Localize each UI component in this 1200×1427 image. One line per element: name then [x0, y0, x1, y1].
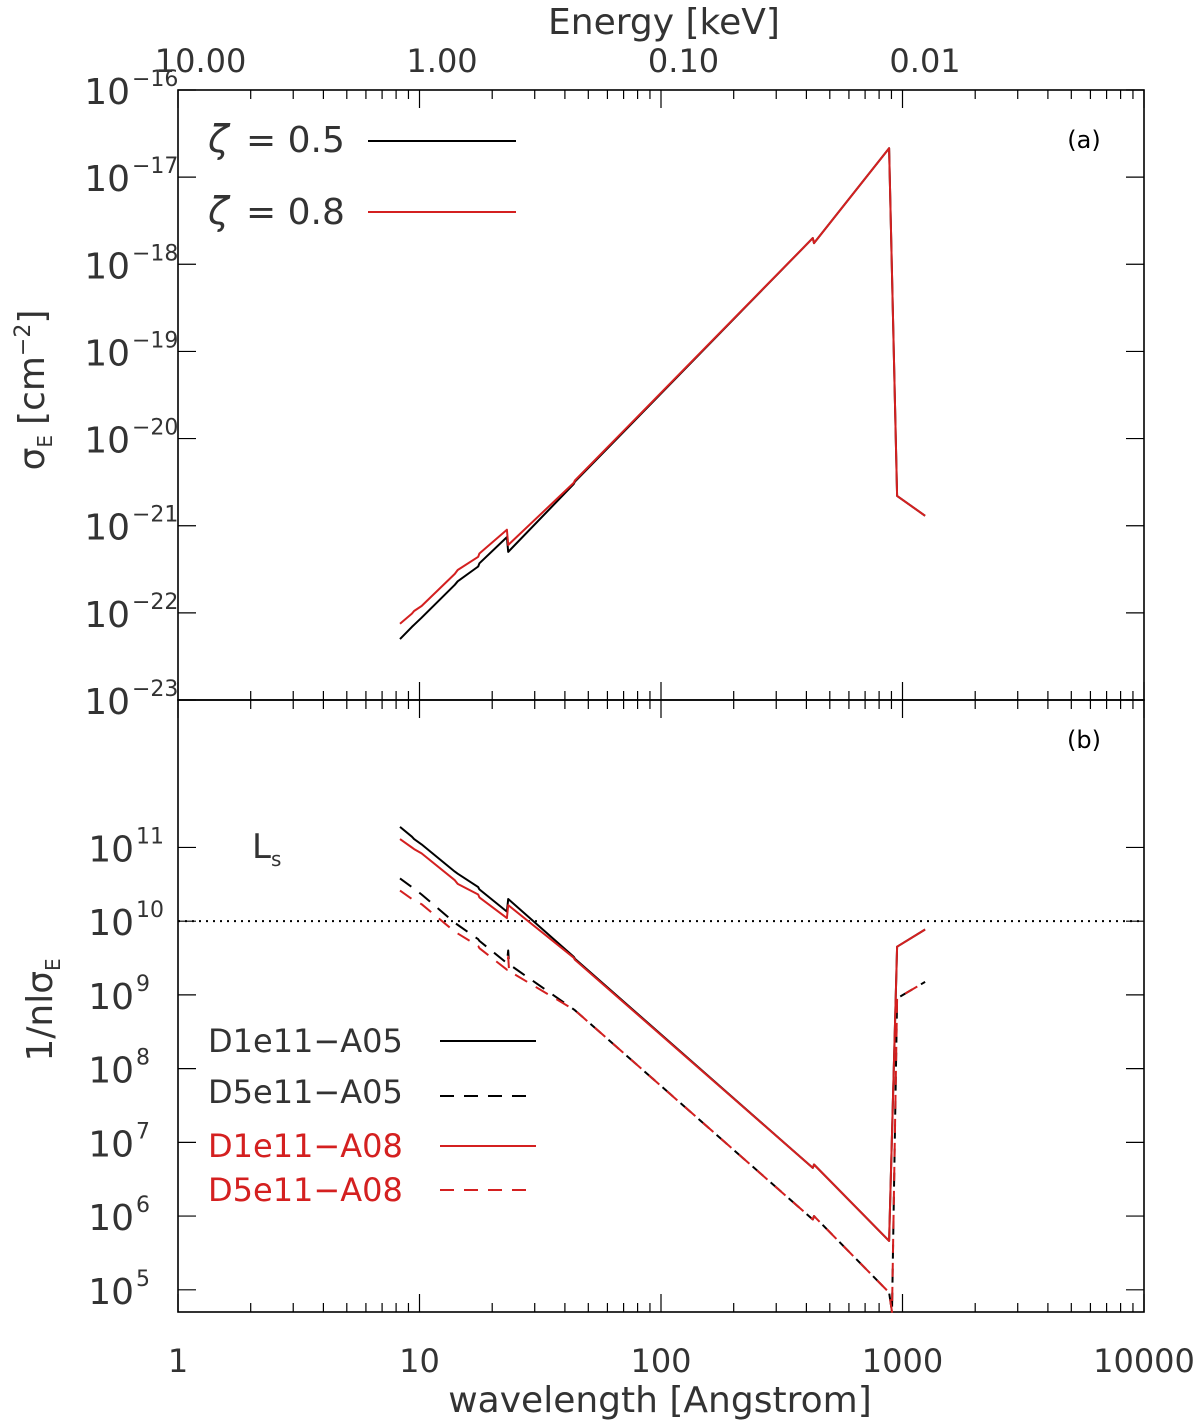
- legend-b-1-text: D1e11−A05: [208, 1022, 403, 1060]
- x-axis-title: wavelength [Angstrom]: [448, 1380, 872, 1421]
- y-tick-exponent: 7: [136, 1119, 150, 1144]
- legend-b-4-text: D5e11−A08: [208, 1171, 403, 1209]
- panel-b-legend: D1e11−A05 D5e11−A05 D1e11−A08 D5e11−A08: [208, 1022, 536, 1209]
- panel-a-energy-ticks: 10.00 1.00 0.10 0.01: [155, 42, 961, 80]
- y-tick-label: 10: [84, 72, 130, 113]
- y-tick-exponent: −23: [132, 677, 178, 702]
- y-tick-exponent: −22: [132, 590, 178, 615]
- x-tick-label: 10: [399, 1342, 440, 1380]
- y-tick-label: 10: [84, 246, 130, 287]
- y-tick-label: 10: [88, 1124, 134, 1165]
- y-tick-label: 10: [84, 682, 130, 723]
- y-tick-label: 10: [88, 903, 134, 944]
- y-tick-label: 10: [88, 1051, 134, 1092]
- y-tick-exponent: 6: [136, 1193, 150, 1218]
- panel-b-x-ticks: 1 10 100 1000 10000: [168, 700, 1195, 1380]
- y-tick-label: 10: [88, 977, 134, 1018]
- legend-a-2-symbol: ζ: [207, 189, 231, 233]
- y-tick-exponent: 9: [136, 972, 150, 997]
- y-tick-label: 10: [88, 1272, 134, 1313]
- series-line--0-8: [399, 147, 926, 625]
- x-tick-label: 1000: [862, 1342, 943, 1380]
- y-tick-label: 10: [88, 829, 134, 870]
- energy-tick-label: 10.00: [155, 42, 247, 80]
- y-tick-exponent: −19: [132, 328, 178, 353]
- y-tick-exponent: 5: [136, 1267, 150, 1292]
- y-tick-label: 10: [84, 421, 130, 462]
- x-tick-label: 100: [630, 1342, 691, 1380]
- y-tick-exponent: 11: [136, 824, 164, 849]
- series-line-d1e11-a08: [399, 838, 926, 1242]
- panel-a-legend: ζ = 0.5 ζ = 0.8: [207, 117, 516, 233]
- panel-a-series: [399, 147, 926, 640]
- panel-a-y-axis-title: σE[cm−2]: [11, 310, 57, 471]
- panel-b-label: (b): [1067, 726, 1101, 754]
- energy-tick-label: 0.01: [889, 42, 960, 80]
- legend-a-2-text: = 0.8: [246, 192, 345, 233]
- energy-tick-label: 0.10: [648, 42, 719, 80]
- panel-a-label: (a): [1067, 126, 1100, 154]
- y-tick-exponent: −21: [132, 503, 178, 528]
- legend-b-3-text: D1e11−A08: [208, 1127, 403, 1165]
- x-tick-label: 10000: [1093, 1342, 1195, 1380]
- energy-axis-title: Energy [keV]: [548, 2, 780, 43]
- y-tick-exponent: 8: [136, 1046, 150, 1071]
- energy-tick-label: 1.00: [406, 42, 477, 80]
- panel-a-x-ticks: [177, 90, 1145, 700]
- panel-b-y-axis-title: 1/nlσE: [20, 958, 65, 1061]
- x-tick-label: 1: [168, 1342, 188, 1380]
- legend-a-1-text: = 0.5: [246, 120, 345, 161]
- y-tick-label: 10: [84, 595, 130, 636]
- y-tick-exponent: −20: [132, 416, 178, 441]
- y-tick-exponent: −16: [132, 67, 178, 92]
- ls-label: Ls: [252, 827, 281, 871]
- y-tick-label: 10: [88, 1198, 134, 1239]
- y-tick-exponent: −18: [132, 241, 178, 266]
- panel-b-series: [399, 826, 926, 1313]
- legend-a-1-symbol: ζ: [207, 117, 231, 161]
- series-line-d5e11-a08: [399, 889, 926, 1313]
- y-tick-label: 10: [84, 333, 130, 374]
- y-tick-label: 10: [84, 159, 130, 200]
- y-tick-label: 10: [84, 508, 130, 549]
- y-tick-exponent: 10: [136, 898, 164, 923]
- legend-b-2-text: D5e11−A05: [208, 1073, 403, 1111]
- y-tick-exponent: −17: [132, 154, 178, 179]
